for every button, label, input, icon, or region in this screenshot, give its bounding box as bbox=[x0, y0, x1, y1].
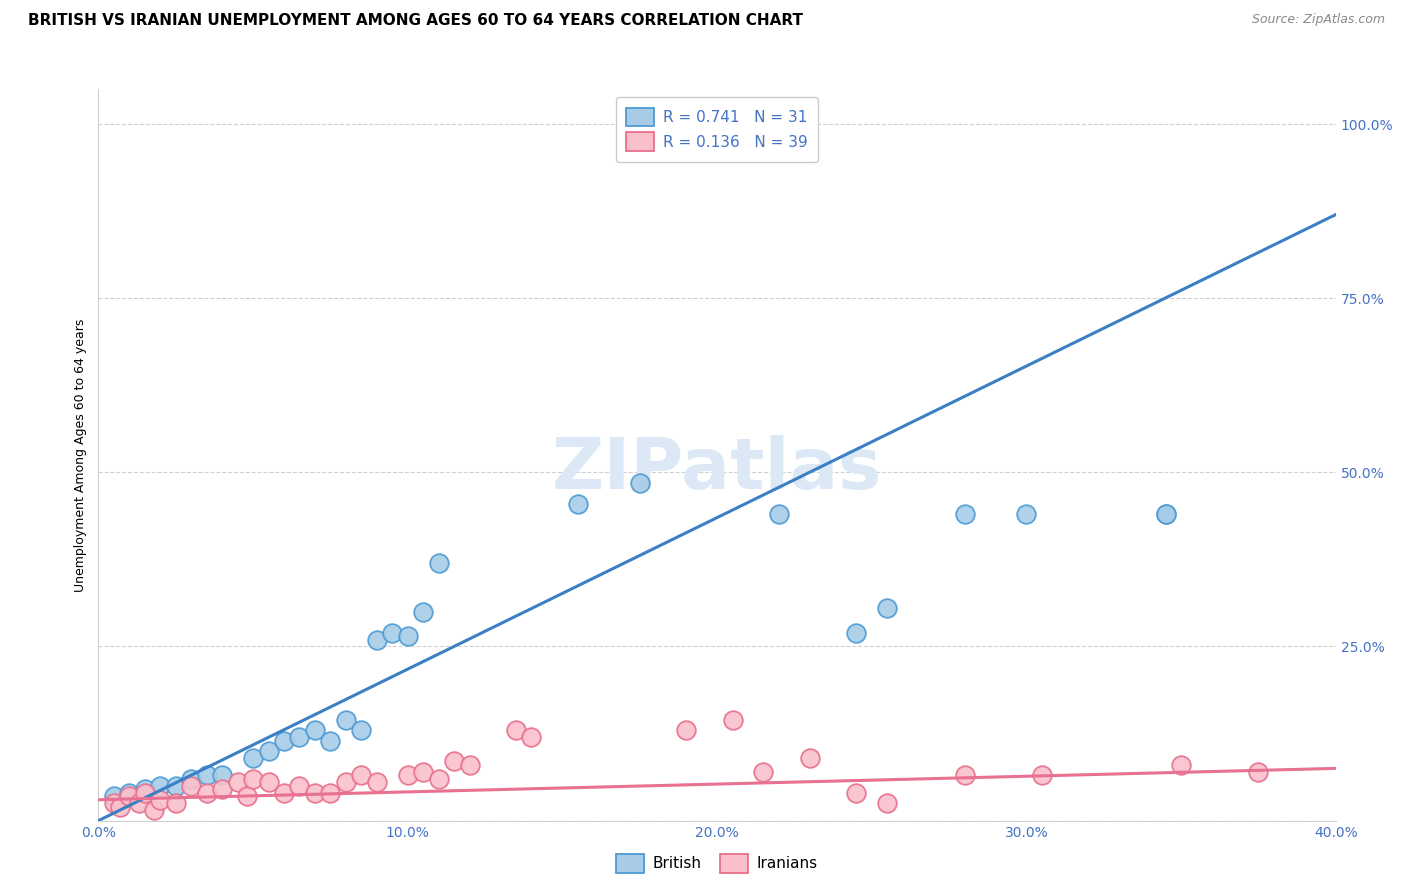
Point bbox=[458, 758, 481, 772]
Point bbox=[257, 744, 280, 758]
Point bbox=[1154, 507, 1177, 521]
Point bbox=[1015, 507, 1038, 521]
Point bbox=[396, 629, 419, 643]
Point bbox=[242, 751, 264, 765]
Point bbox=[165, 779, 187, 793]
Point bbox=[335, 713, 357, 727]
Point bbox=[752, 764, 775, 779]
Point bbox=[288, 730, 311, 744]
Point bbox=[118, 786, 141, 800]
Point bbox=[180, 779, 202, 793]
Point bbox=[319, 786, 342, 800]
Point bbox=[149, 793, 172, 807]
Point bbox=[128, 796, 150, 810]
Point bbox=[799, 751, 821, 765]
Text: Source: ZipAtlas.com: Source: ZipAtlas.com bbox=[1251, 13, 1385, 27]
Point bbox=[1154, 507, 1177, 521]
Text: ZIPatlas: ZIPatlas bbox=[553, 435, 882, 504]
Point bbox=[149, 779, 172, 793]
Point bbox=[118, 789, 141, 804]
Point bbox=[876, 796, 898, 810]
Point bbox=[845, 625, 868, 640]
Point bbox=[381, 625, 404, 640]
Point bbox=[242, 772, 264, 786]
Point bbox=[845, 786, 868, 800]
Point bbox=[567, 497, 589, 511]
Point bbox=[134, 782, 156, 797]
Point bbox=[768, 507, 790, 521]
Point bbox=[675, 723, 697, 737]
Point bbox=[366, 775, 388, 789]
Point bbox=[427, 772, 450, 786]
Point bbox=[273, 733, 295, 747]
Point bbox=[103, 789, 125, 804]
Point bbox=[211, 782, 233, 797]
Point bbox=[412, 764, 434, 779]
Point bbox=[396, 768, 419, 782]
Point bbox=[226, 775, 249, 789]
Point bbox=[134, 786, 156, 800]
Y-axis label: Unemployment Among Ages 60 to 64 years: Unemployment Among Ages 60 to 64 years bbox=[75, 318, 87, 591]
Point bbox=[876, 601, 898, 615]
Point bbox=[1031, 768, 1053, 782]
Point bbox=[350, 723, 373, 737]
Point bbox=[319, 733, 342, 747]
Point bbox=[427, 556, 450, 570]
Point bbox=[304, 723, 326, 737]
Point bbox=[520, 730, 543, 744]
Point bbox=[180, 772, 202, 786]
Point bbox=[443, 755, 465, 769]
Point bbox=[721, 713, 744, 727]
Point bbox=[236, 789, 259, 804]
Point bbox=[108, 799, 131, 814]
Point bbox=[273, 786, 295, 800]
Point bbox=[953, 768, 976, 782]
Point bbox=[195, 768, 218, 782]
Point bbox=[288, 779, 311, 793]
Point bbox=[628, 475, 651, 490]
Point bbox=[350, 768, 373, 782]
Point bbox=[165, 796, 187, 810]
Point bbox=[366, 632, 388, 647]
Point bbox=[195, 786, 218, 800]
Legend: British, Iranians: British, Iranians bbox=[610, 848, 824, 879]
Point bbox=[412, 605, 434, 619]
Point bbox=[211, 768, 233, 782]
Point bbox=[768, 103, 790, 117]
Point bbox=[143, 803, 166, 817]
Point bbox=[257, 775, 280, 789]
Point bbox=[1170, 758, 1192, 772]
Point bbox=[103, 796, 125, 810]
Text: BRITISH VS IRANIAN UNEMPLOYMENT AMONG AGES 60 TO 64 YEARS CORRELATION CHART: BRITISH VS IRANIAN UNEMPLOYMENT AMONG AG… bbox=[28, 13, 803, 29]
Point bbox=[304, 786, 326, 800]
Point bbox=[1247, 764, 1270, 779]
Point bbox=[505, 723, 527, 737]
Point bbox=[335, 775, 357, 789]
Point bbox=[953, 507, 976, 521]
